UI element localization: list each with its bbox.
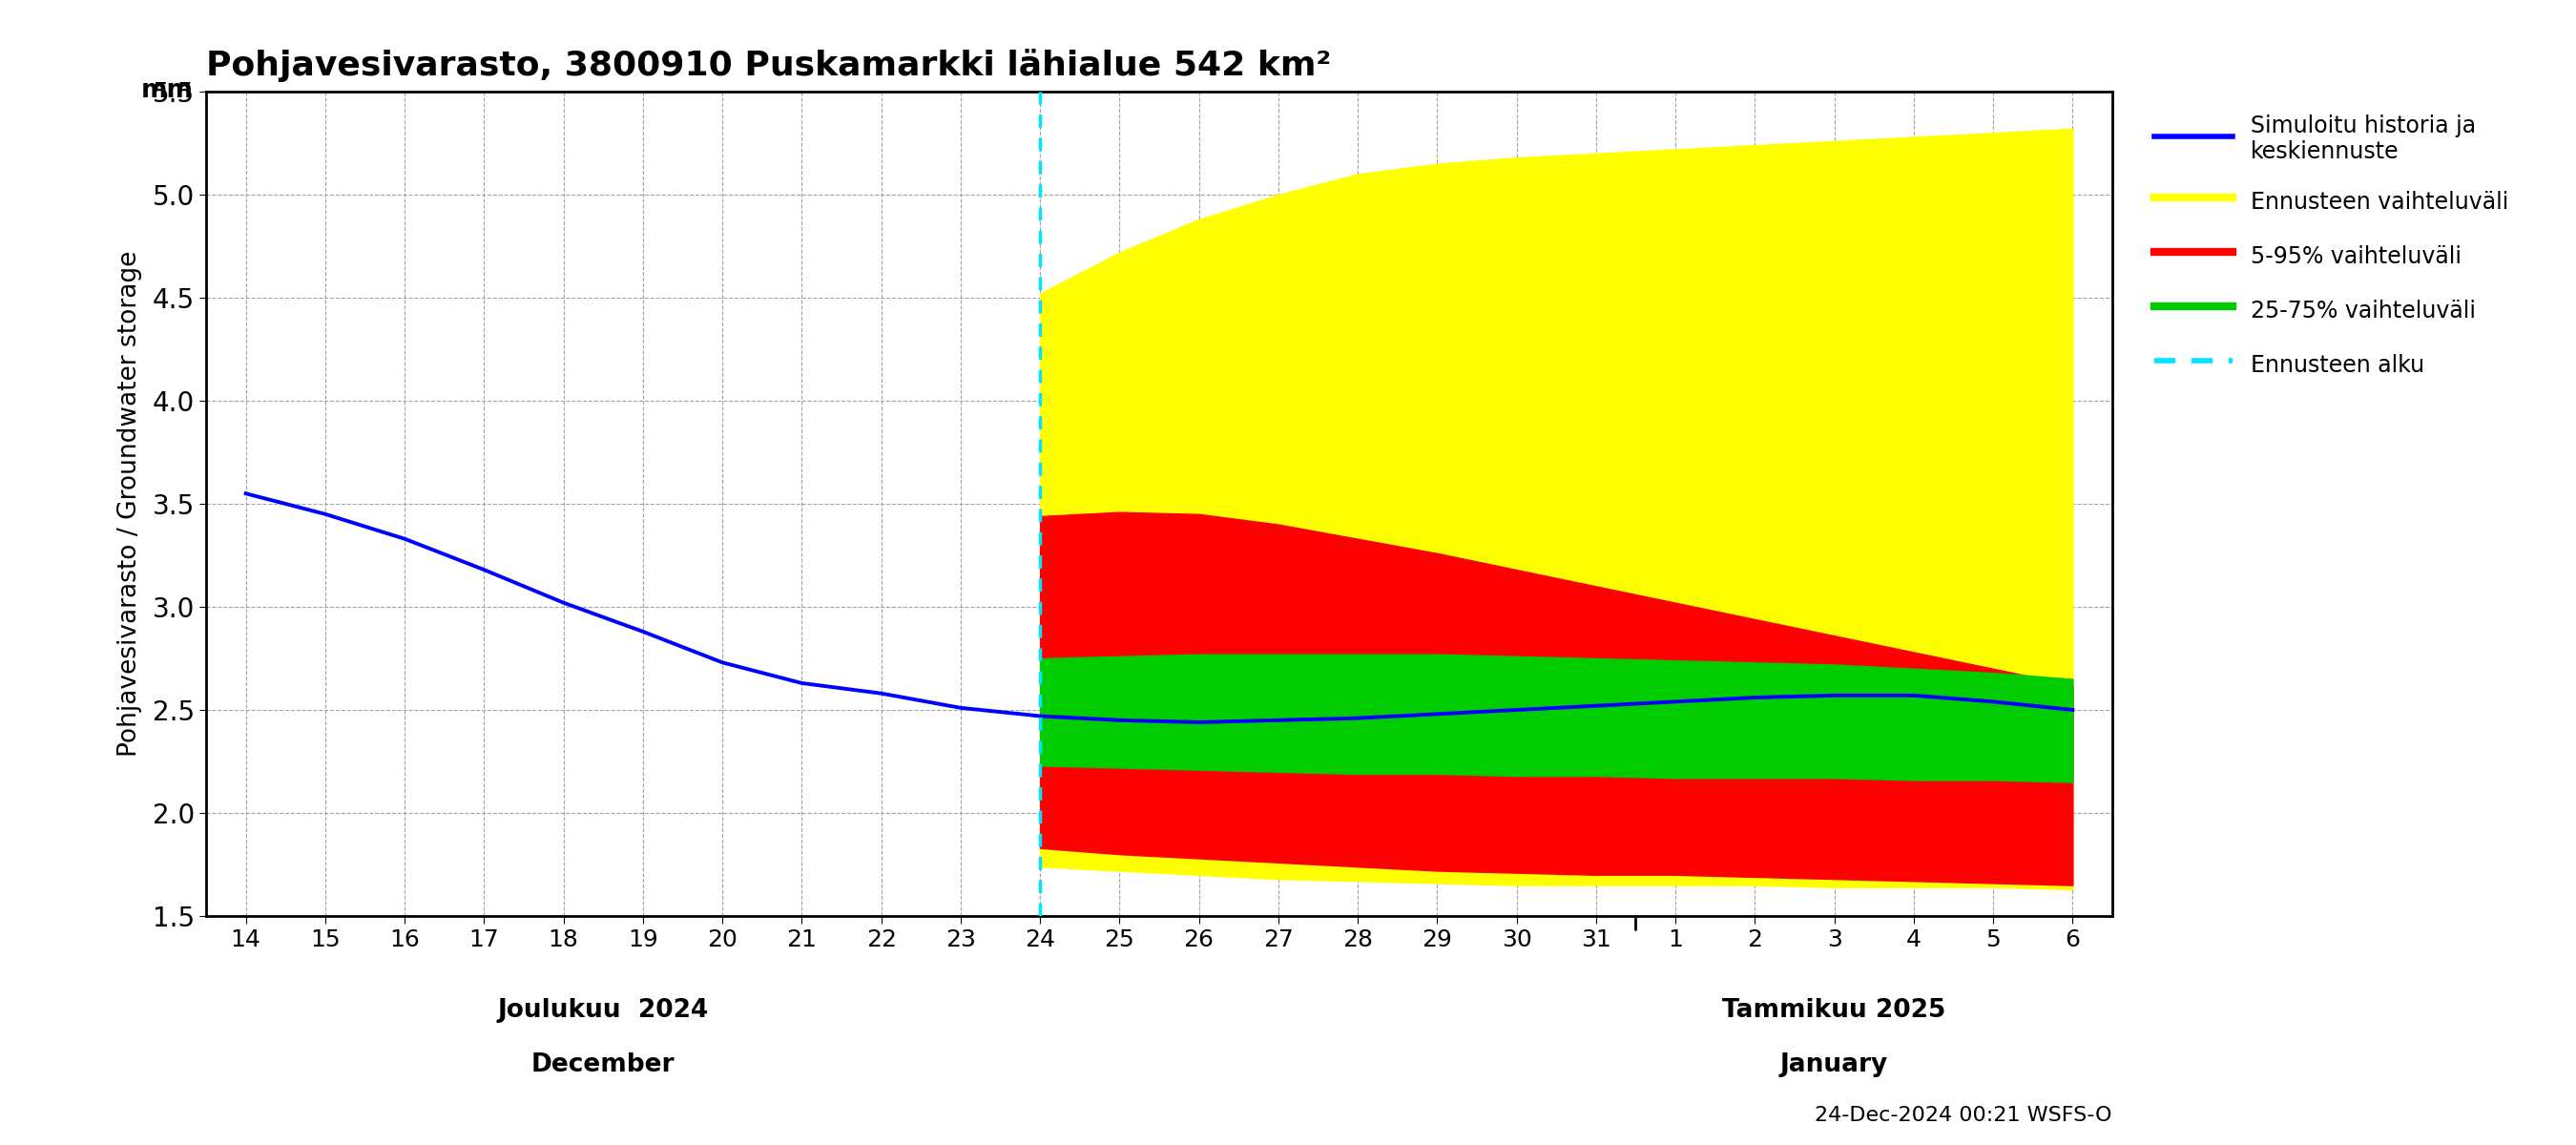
Text: Joulukuu  2024: Joulukuu 2024 (497, 998, 708, 1024)
Text: Pohjavesivarasto, 3800910 Puskamarkki lähialue 542 km²: Pohjavesivarasto, 3800910 Puskamarkki lä… (206, 49, 1332, 82)
Text: 24-Dec-2024 00:21 WSFS-O: 24-Dec-2024 00:21 WSFS-O (1816, 1106, 2112, 1124)
Text: December: December (531, 1052, 675, 1076)
Text: Tammikuu 2025: Tammikuu 2025 (1723, 998, 1945, 1024)
Y-axis label: Pohjavesivarasto / Groundwater storage: Pohjavesivarasto / Groundwater storage (116, 251, 142, 757)
Text: January: January (1780, 1052, 1888, 1076)
Text: mm: mm (142, 78, 193, 103)
Legend: Simuloitu historia ja
keskiennuste, Ennusteen vaihteluväli, 5-95% vaihteluväli, : Simuloitu historia ja keskiennuste, Ennu… (2143, 103, 2519, 393)
